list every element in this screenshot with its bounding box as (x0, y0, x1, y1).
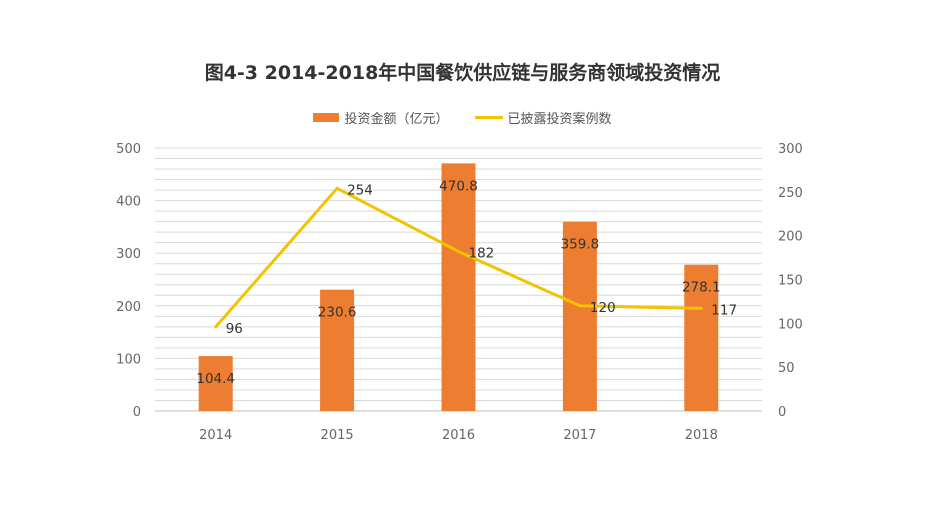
line-point-cases (699, 306, 703, 310)
data-labels: 104.4 230.6 470.8 359.8 278.1 96 254 182 120 117 (196, 178, 737, 387)
bar-investment (320, 289, 355, 411)
left-tick-label: 500 (116, 142, 141, 157)
right-tick-label: 0 (778, 405, 786, 420)
legend-label-cases: 已披露投资案例数 (507, 111, 612, 127)
left-tick-label: 0 (133, 405, 141, 420)
right-tick-label: 100 (778, 317, 803, 332)
bar-investment (684, 264, 719, 411)
legend-bar-swatch (313, 112, 340, 122)
legend-item-investment: 投资金额（亿元） (313, 108, 449, 127)
bar-value-label: 104.4 (196, 371, 235, 387)
left-tick-label: 100 (116, 352, 141, 367)
right-tick-label: 50 (778, 361, 795, 376)
x-tick-label: 2015 (321, 428, 354, 443)
right-tick-label: 250 (778, 186, 803, 201)
chart-title: 图4-3 2014-2018年中国餐饮供应链与服务商领域投资情况 (204, 62, 721, 84)
chart-legend: 投资金额（亿元） 已披露投资案例数 (0, 107, 925, 127)
bar-value-label: 359.8 (561, 237, 600, 253)
left-tick-label: 200 (116, 300, 141, 315)
line-value-label: 117 (711, 302, 737, 318)
line-point-cases (457, 249, 460, 253)
legend-item-cases: 已披露投资案例数 (474, 108, 612, 127)
right-tick-label: 150 (778, 274, 803, 289)
left-tick-label: 400 (116, 195, 141, 210)
case-line (214, 186, 703, 329)
line-value-label: 120 (590, 300, 616, 316)
bar-value-label: 278.1 (682, 280, 721, 296)
bar-investment (562, 221, 597, 411)
right-tick-label: 300 (778, 142, 803, 157)
line-value-label: 96 (226, 321, 243, 337)
x-tick-label: 2016 (442, 428, 475, 443)
right-axis-ticks: 0 50 100 150 200 250 300 (778, 142, 803, 420)
bar-value-label: 470.8 (439, 178, 478, 194)
line-point-cases (578, 304, 582, 308)
x-tick-label: 2014 (199, 428, 232, 443)
line-point-cases (214, 325, 218, 329)
legend-label-investment: 投资金额（亿元） (344, 111, 449, 127)
bar-investment (441, 163, 476, 411)
line-point-cases (335, 186, 339, 190)
legend-line-swatch (474, 115, 503, 119)
bar-investment (198, 356, 233, 411)
x-tick-label: 2018 (685, 428, 718, 443)
left-tick-label: 300 (116, 247, 141, 262)
line-value-label: 254 (347, 182, 373, 198)
x-axis: 2014 2015 2016 2017 2018 (199, 428, 718, 443)
line-value-label: 182 (469, 245, 495, 261)
right-tick-label: 200 (778, 230, 803, 245)
left-axis-ticks: 0 100 200 300 400 500 (116, 142, 141, 420)
bars (198, 163, 719, 411)
bar-value-label: 230.6 (318, 305, 357, 321)
x-tick-label: 2017 (563, 428, 596, 443)
